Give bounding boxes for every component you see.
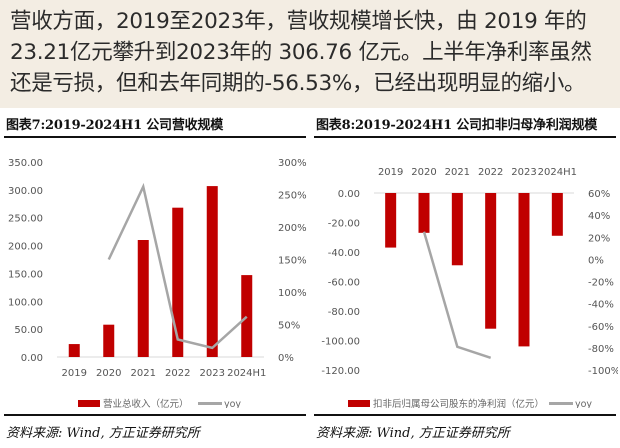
source-note: 资料来源: Wind, 方正证券研究所 <box>316 426 510 441</box>
left-axis-tick: 0.00 <box>338 189 360 200</box>
figure-title: 图表7:2019-2024H1 公司营收规模 <box>6 118 224 133</box>
right-axis-tick: -100% <box>588 366 618 377</box>
figure-8-net-profit: 图表8:2019-2024H1 公司扣非归母净利润规模 0.00 -20.00 -4… <box>312 108 618 448</box>
right-axis-tick: -80% <box>588 344 614 355</box>
x-axis-label: 2019 <box>378 167 403 178</box>
legend-swatch-bar <box>348 400 370 407</box>
bar-2024H1 <box>241 275 253 357</box>
net-profit-chart: 0.00 -20.00 -40.00 -60.00 -80.00 -100.00 -120.… <box>321 167 618 408</box>
right-axis-tick: 250% <box>278 191 307 202</box>
bar-2022 <box>485 193 497 329</box>
right-axis-tick: 0% <box>588 255 604 266</box>
right-axis-tick: 100% <box>278 288 307 299</box>
x-axis-label: 2022 <box>478 167 503 178</box>
right-axis-tick: 50% <box>278 321 300 332</box>
x-axis-label: 2021 <box>445 167 470 178</box>
x-axis-label: 2023 <box>200 368 225 379</box>
x-axis-label: 2020 <box>411 167 436 178</box>
bar-2024H1 <box>551 193 563 236</box>
yoy-line <box>422 231 492 360</box>
legend-swatch-line <box>198 402 222 405</box>
bar-2021 <box>451 193 463 266</box>
figure-title: 图表8:2019-2024H1 公司扣非归母净利润规模 <box>316 118 598 133</box>
right-axis-tick: 60% <box>588 189 610 200</box>
left-axis-tick: -80.00 <box>328 307 360 318</box>
left-axis-tick: -100.00 <box>321 337 360 348</box>
legend-swatch-bar <box>78 400 100 407</box>
left-axis-tick: 200.00 <box>8 242 43 253</box>
left-axis-tick: 150.00 <box>8 269 43 280</box>
bar-2019 <box>385 193 397 248</box>
x-axis-label: 2022 <box>165 368 190 379</box>
left-axis-tick: 350.00 <box>8 158 43 169</box>
right-axis-tick: 300% <box>278 158 307 169</box>
x-axis-label: 2024H1 <box>227 368 266 379</box>
bar-2020 <box>418 193 430 233</box>
title-rule <box>314 136 616 138</box>
legend-label-bar: 营业总收入（亿元） <box>103 398 189 408</box>
right-axis-tick: 0% <box>278 353 294 364</box>
left-axis-tick: -20.00 <box>328 219 360 230</box>
x-axis-label: 2019 <box>62 368 87 379</box>
x-axis-label: 2021 <box>131 368 156 379</box>
bar-2019 <box>68 344 80 357</box>
right-axis-tick: -20% <box>588 278 614 289</box>
x-axis-label: 2024H1 <box>538 167 577 178</box>
left-axis-tick: -120.00 <box>321 366 360 377</box>
right-axis-tick: 150% <box>278 256 307 267</box>
left-axis-tick: -60.00 <box>328 278 360 289</box>
bar-2023 <box>206 186 218 357</box>
x-axis-label: 2023 <box>511 167 536 178</box>
source-rule <box>314 414 616 416</box>
right-axis-tick: 20% <box>588 233 610 244</box>
legend-label-line: yoy <box>224 399 241 408</box>
intro-paragraph: 营收方面，2019至2023年，营收规模增长快，由 2019 年的23.21亿元… <box>0 0 620 108</box>
bar-2021 <box>137 240 149 357</box>
right-axis-tick: -40% <box>588 300 614 311</box>
x-axis-label: 2020 <box>96 368 121 379</box>
left-axis-tick: 100.00 <box>8 297 43 308</box>
title-rule <box>4 136 306 138</box>
source-note: 资料来源: Wind, 方正证券研究所 <box>6 426 200 441</box>
right-axis-tick: 40% <box>588 211 610 222</box>
left-axis-tick: -40.00 <box>328 248 360 259</box>
left-axis-tick: 50.00 <box>14 325 43 336</box>
yoy-line <box>107 182 248 350</box>
source-rule <box>4 414 306 416</box>
left-axis-tick: 250.00 <box>8 214 43 225</box>
legend-label-bar: 扣非后归属母公司股东的净利润（亿元） <box>373 398 544 408</box>
right-axis-tick: -60% <box>588 322 614 333</box>
legend-swatch-line <box>549 402 573 405</box>
left-axis-tick: 0.00 <box>21 353 43 364</box>
figure-7-revenue: 图表7:2019-2024H1 公司营收规模 0.00 50.00 100.00 15… <box>2 108 308 448</box>
bar-2022 <box>172 207 184 357</box>
bar-2023 <box>518 193 530 347</box>
legend-label-line: yoy <box>575 399 592 408</box>
left-axis-tick: 300.00 <box>8 186 43 197</box>
right-axis-tick: 200% <box>278 223 307 234</box>
revenue-chart: 0.00 50.00 100.00 150.00 200.00 250.00 300.00 3… <box>8 158 307 408</box>
bar-2020 <box>103 324 115 357</box>
